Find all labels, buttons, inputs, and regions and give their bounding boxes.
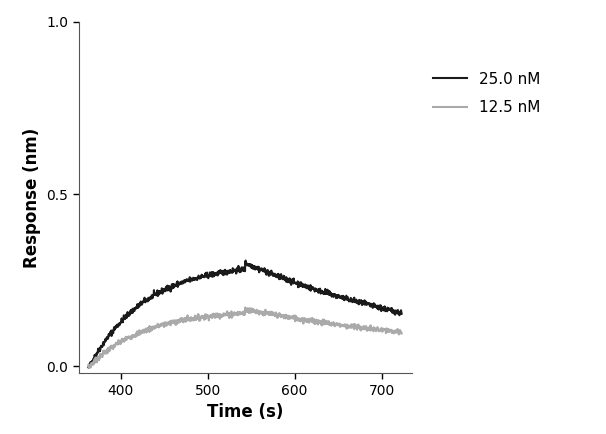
25.0 nM — [85, 365, 92, 370]
Legend: 25.0 nM, 12.5 nM: 25.0 nM, 12.5 nM — [433, 72, 541, 115]
12.5 nM — [398, 331, 405, 336]
12.5 nM — [85, 362, 92, 368]
25.0 nM — [304, 283, 311, 288]
12.5 nM — [337, 322, 344, 327]
25.0 nM — [268, 271, 275, 276]
12.5 nM — [242, 305, 249, 310]
12.5 nM — [366, 325, 373, 330]
25.0 nM — [366, 303, 373, 308]
25.0 nM — [398, 311, 405, 316]
25.0 nM — [373, 303, 381, 308]
25.0 nM — [111, 327, 118, 332]
12.5 nM — [304, 317, 311, 322]
Line: 25.0 nM: 25.0 nM — [88, 260, 402, 368]
25.0 nM — [85, 365, 92, 370]
X-axis label: Time (s): Time (s) — [207, 403, 284, 421]
12.5 nM — [85, 365, 92, 370]
25.0 nM — [242, 258, 249, 263]
12.5 nM — [268, 310, 275, 315]
25.0 nM — [337, 295, 344, 300]
12.5 nM — [111, 345, 118, 350]
12.5 nM — [373, 326, 381, 331]
Y-axis label: Response (nm): Response (nm) — [23, 127, 41, 268]
Line: 12.5 nM: 12.5 nM — [88, 307, 402, 368]
